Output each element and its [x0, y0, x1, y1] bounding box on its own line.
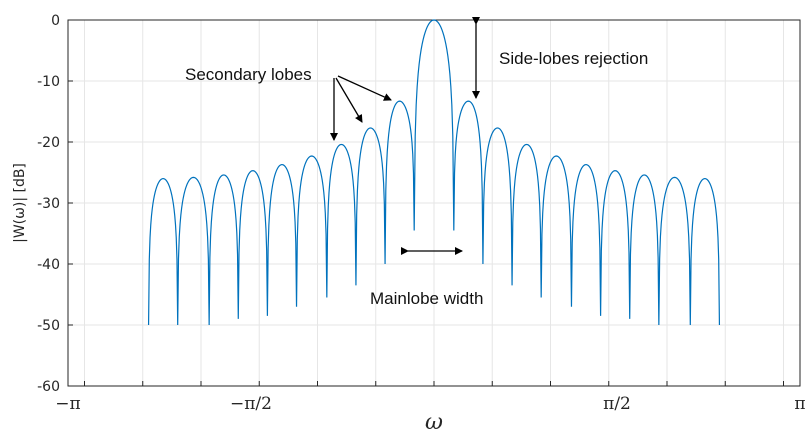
annotation-arrows — [330, 17, 480, 255]
y-tick-label: -40 — [37, 257, 60, 273]
y-tick-label: 0 — [51, 13, 60, 29]
frequency-response-line — [147, 19, 721, 326]
secondary-lobes-arrow-2 — [335, 77, 363, 123]
y-axis-title: |W(ω)| [dB] — [12, 163, 28, 243]
mainlobe-width-label: Mainlobe width — [370, 289, 483, 308]
y-tick-label: -30 — [37, 196, 60, 212]
y-tick-label: -10 — [37, 74, 60, 90]
secondary-lobes-arrow-3 — [337, 75, 392, 101]
side-lobes-rejection-label: Side-lobes rejection — [499, 49, 648, 68]
x-tick-label: −π — [55, 394, 80, 414]
x-tick-label: π — [794, 394, 805, 414]
y-tick-label: -50 — [37, 318, 60, 334]
x-axis-title: ω — [425, 410, 443, 435]
x-tick-label: −π/2 — [230, 394, 272, 414]
grid — [68, 19, 800, 387]
y-tick-label: -20 — [37, 135, 60, 151]
x-tick-label: π/2 — [603, 394, 631, 414]
secondary-lobes-label: Secondary lobes — [185, 65, 312, 84]
y-tick-label: -60 — [37, 379, 60, 395]
axis-ticks: 0 -10 -20 -30 -40 -50 -60−π −π/2 π/2 π — [37, 13, 805, 414]
